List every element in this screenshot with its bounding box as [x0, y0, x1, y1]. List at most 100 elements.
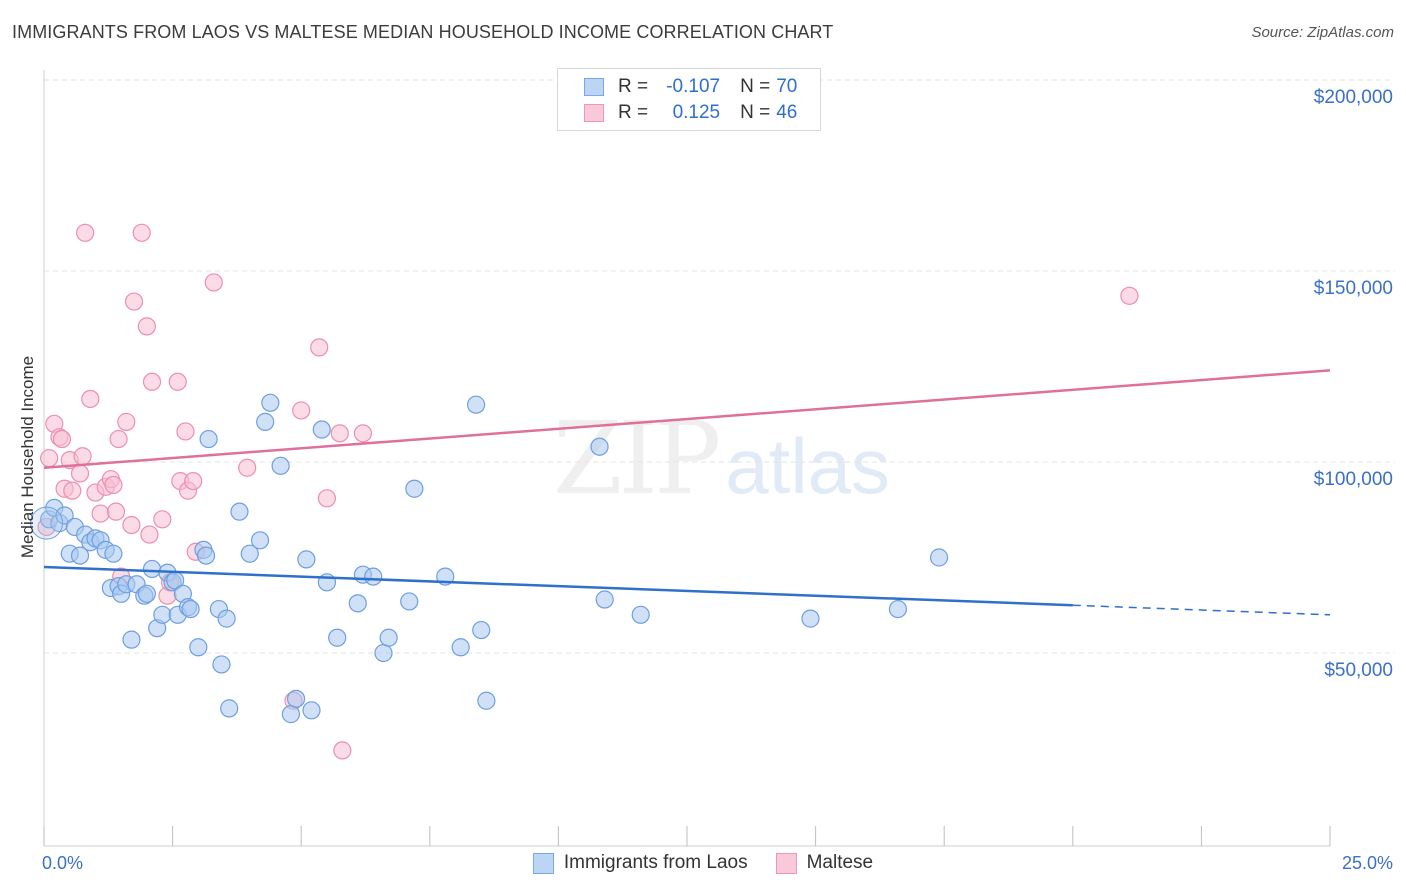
axes: [43, 70, 1331, 847]
laos-point-6: [70, 546, 90, 565]
y-tick-label-1: $100,000: [1314, 469, 1393, 490]
trend-lines: [43, 369, 1331, 616]
correlation-legend: R = -0.107 N = 70 R = 0.125 N = 46: [557, 68, 821, 131]
laos-point-37: [217, 609, 236, 628]
legend-item-laos[interactable]: Immigrants from Laos: [532, 852, 748, 874]
laos-point-45: [281, 705, 301, 724]
maltese-point-18: [109, 429, 128, 449]
laos-point-49: [297, 550, 316, 569]
maltese-point-40: [310, 338, 329, 357]
n-value: 70: [776, 76, 798, 97]
y-axis-label: Median Household Income: [18, 355, 37, 559]
laos-swatch: [584, 78, 604, 96]
r-value: -0.107: [666, 76, 721, 97]
maltese-point-45: [1120, 286, 1139, 305]
maltese-point-1: [40, 449, 59, 468]
laos-point-51: [328, 628, 347, 647]
laos-point-68: [888, 599, 908, 619]
maltese-point-9: [73, 447, 92, 466]
maltese-point-7: [63, 481, 82, 500]
laos-point-48: [312, 420, 331, 439]
maltese-point-30: [168, 372, 187, 391]
laos-point-56: [379, 628, 398, 647]
laos-trend-line: [43, 565, 1073, 607]
laos-point-34: [199, 429, 218, 449]
laos-cluster-point: [30, 506, 64, 540]
maltese-swatch: [584, 104, 604, 122]
legend-label-maltese: Maltese: [806, 852, 874, 873]
laos-point-67: [801, 609, 820, 628]
x-tick-label-max: 25.0%: [1342, 853, 1393, 873]
maltese-point-4: [52, 429, 72, 449]
series-legend: Immigrants from Laos Maltese: [0, 852, 1406, 874]
n-label: N =: [740, 76, 771, 97]
legend-item-maltese[interactable]: Maltese: [775, 852, 874, 874]
maltese-point-23: [132, 223, 151, 242]
maltese-point-43: [333, 741, 352, 760]
y-tick-label-3: $200,000: [1314, 87, 1393, 108]
laos-trend-extension: [1072, 604, 1331, 616]
maltese-point-17: [106, 502, 126, 521]
maltese-point-22: [124, 292, 144, 311]
laos-point-30: [181, 599, 200, 619]
laos-point-17: [122, 630, 141, 649]
maltese-point-39: [292, 401, 311, 420]
laos-point-3: [55, 506, 74, 525]
maltese-point-20: [117, 412, 136, 431]
maltese-point-21: [122, 515, 141, 535]
maltese-point-10: [76, 223, 95, 242]
n-label: N =: [740, 102, 771, 123]
n-value: 46: [776, 102, 798, 123]
laos-points: [30, 393, 949, 724]
laos-point-52: [348, 594, 367, 613]
r-value: 0.125: [672, 102, 721, 123]
laos-point-46: [286, 689, 306, 708]
laos-point-43: [261, 393, 280, 412]
laos-point-20: [137, 584, 156, 603]
maltese-point-11: [81, 389, 100, 409]
laos-point-61: [472, 620, 491, 640]
maltese-point-34: [184, 472, 203, 491]
laos-point-64: [595, 590, 614, 609]
maltese-point-32: [176, 422, 195, 441]
maltese-point-26: [142, 372, 162, 391]
maltese-points: [37, 223, 1139, 760]
laos-point-41: [250, 531, 270, 550]
laos-point-36: [212, 655, 231, 674]
laos-point-39: [230, 502, 249, 521]
laos-point-54: [364, 567, 383, 586]
laos-point-21: [142, 559, 162, 579]
legend-row-maltese: R = 0.125 N = 46: [584, 100, 797, 126]
tick-labels: $50,000 $100,000 $150,000 $200,000 0.0% 25.0%: [42, 87, 1393, 873]
y-tick-label-2: $150,000: [1314, 278, 1393, 299]
r-label: R =: [618, 76, 649, 97]
watermark-atlas: atlas: [725, 422, 891, 510]
legend-row-laos: R = -0.107 N = 70: [584, 74, 797, 100]
laos-point-47: [302, 701, 321, 720]
laos-point-65: [590, 437, 609, 456]
maltese-point-8: [70, 464, 90, 483]
laos-point-55: [374, 643, 393, 663]
r-label: R =: [618, 102, 649, 123]
laos-point-33: [196, 546, 216, 565]
maltese-point-41: [317, 489, 337, 508]
maltese-point-44: [353, 424, 373, 443]
laos-point-31: [189, 638, 208, 657]
maltese-point-24: [137, 317, 156, 336]
maltese-trend-line: [43, 369, 1331, 469]
maltese-point-36: [204, 273, 223, 292]
source-label: Source: ZipAtlas.com: [1251, 24, 1394, 41]
maltese-swatch: [775, 852, 797, 874]
x-tick-label-min: 0.0%: [42, 853, 83, 873]
maltese-point-27: [153, 510, 172, 529]
laos-point-23: [153, 605, 172, 624]
y-tick-label-0: $50,000: [1324, 660, 1393, 681]
maltese-point-25: [140, 525, 159, 544]
legend-label-laos: Immigrants from Laos: [563, 852, 748, 873]
chart-title: IMMIGRANTS FROM LAOS VS MALTESE MEDIAN H…: [12, 22, 834, 42]
grid-lines: [44, 79, 1395, 654]
maltese-point-13: [91, 504, 110, 523]
laos-point-42: [256, 412, 275, 431]
laos-point-63: [466, 395, 486, 414]
